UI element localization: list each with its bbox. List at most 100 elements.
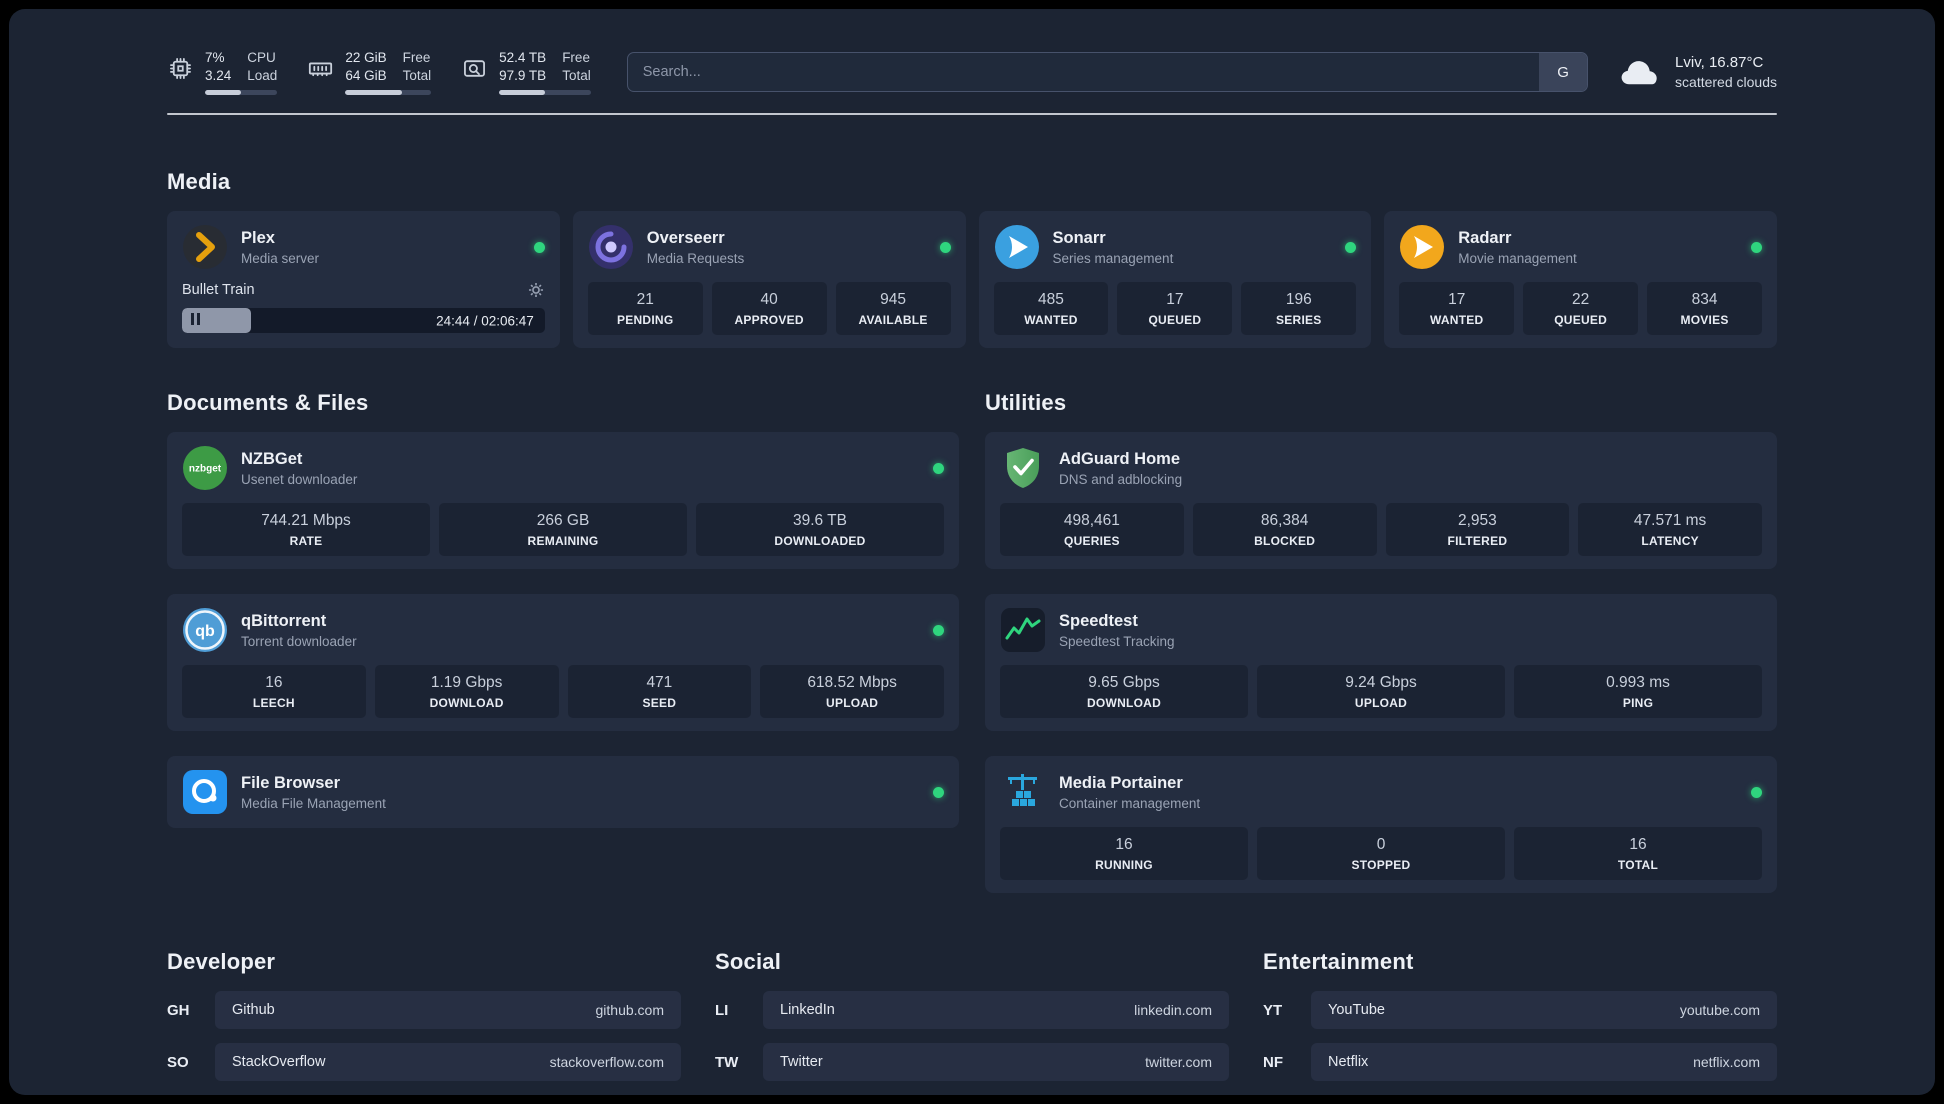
app-titles: NZBGet Usenet downloader [241,450,357,487]
bookmark-url: netflix.com [1693,1054,1760,1071]
app-subtitle: Media Requests [646,250,745,266]
stat-value: 16 [1629,836,1647,854]
app-card-qbittorrent[interactable]: qb qBittorrent Torrent downloader 16 LEE… [167,594,959,732]
search-engine-button[interactable]: G [1539,53,1588,92]
stat-value: 16 [1115,836,1133,854]
status-online-dot [533,241,545,253]
app-card-nzbget[interactable]: nzbget NZBGet Usenet downloader 744.21 M… [167,432,959,570]
bookmark-stackoverflow[interactable]: SO StackOverflow stackoverflow.com [167,1043,681,1082]
bookmark-twitter[interactable]: TW Twitter twitter.com [715,1043,1229,1082]
app-card-speedtest[interactable]: Speedtest Speedtest Tracking 9.65 Gbps D… [985,594,1777,732]
memory-readout: 22 GiB 64 GiB Free Total [345,49,432,96]
stat-latency: 47.571 ms LATENCY [1578,503,1762,557]
bookmark-pill[interactable]: LinkedIn linkedin.com [763,991,1229,1030]
app-titles: Media Portainer Container management [1059,774,1200,811]
nzbget-icon-text: nzbget [189,464,222,475]
app-name: Overseerr [646,228,725,247]
search-input[interactable] [627,53,1540,92]
app-subtitle: Media server [241,250,320,266]
app-titles: File Browser Media File Management [241,774,386,811]
stat-label: LEECH [252,696,295,711]
stat-label: MOVIES [1680,313,1729,328]
portainer-crane-icon [1000,769,1046,815]
stat-movies: 834 MOVIES [1647,282,1763,336]
bookmark-pill[interactable]: YouTube youtube.com [1311,991,1777,1030]
app-card-adguard[interactable]: AdGuard Home DNS and adblocking 498,461 … [985,432,1777,570]
bookmark-code: LI [715,1001,729,1019]
bookmark-code: NF [1263,1053,1283,1071]
stat-label: TOTAL [1617,858,1659,873]
app-card-overseerr[interactable]: Overseerr Media Requests 21 PENDING 40 A… [572,211,966,349]
app-subtitle: DNS and adblocking [1059,471,1183,487]
stat-value: 39.6 TB [792,512,847,530]
app-card-sonarr[interactable]: Sonarr Series management 485 WANTED 17 Q… [978,211,1372,349]
memory-total-value: 64 GiB [345,68,387,84]
bookmark-pill[interactable]: Netflix netflix.com [1311,1043,1777,1082]
bookmark-linkedin[interactable]: LI LinkedIn linkedin.com [715,991,1229,1030]
bookmark-netflix[interactable]: NF Netflix netflix.com [1263,1043,1777,1082]
dashboard: 7% 3.24 CPU Load [9,9,1935,1095]
bookmark-youtube[interactable]: YT YouTube youtube.com [1263,991,1777,1030]
memory-monitor: 22 GiB 64 GiB Free Total [307,49,432,96]
stat-value: 2,953 [1457,512,1497,530]
memory-free-value: 22 GiB [345,50,387,65]
status-online-dot [1751,241,1762,253]
section-title-entertainment: Entertainment [1263,949,1414,975]
section-title-documents: Documents & Files [167,390,369,416]
stat-pending: 21 PENDING [587,282,703,336]
stat-leech: 16 LEECH [182,665,366,719]
stat-value: 9.65 Gbps [1088,674,1160,692]
bookmark-url: github.com [595,1002,664,1019]
stat-value: 744.21 Mbps [261,512,351,530]
app-subtitle: Torrent downloader [241,633,357,649]
card-header: nzbget NZBGet Usenet downloader [182,445,944,491]
disk-free-label: Free [562,50,590,65]
stat-remaining: 266 GB REMAINING [439,503,687,557]
stats-row: 16 RUNNING 0 STOPPED 16 TOTAL [1000,827,1762,881]
cpu-readout: 7% 3.24 CPU Load [205,49,278,96]
app-titles: Overseerr Media Requests [647,229,745,266]
stat-value: 498,461 [1063,512,1120,530]
stat-value: 618.52 Mbps [807,674,897,692]
stat-value: 21 [636,291,654,309]
stat-label: SEED [642,696,677,711]
bookmark-github[interactable]: GH Github github.com [167,991,681,1030]
stat-value: 0.993 ms [1606,674,1670,692]
weather-text: Lviv, 16.87°C scattered clouds [1675,54,1777,90]
stat-value: 47.571 ms [1633,512,1707,530]
stat-value: 22 [1572,291,1590,309]
status-online-dot [933,786,944,798]
section-title-social: Social [715,949,782,975]
app-titles: Speedtest Speedtest Tracking [1059,612,1175,649]
adguard-shield-icon [1000,445,1046,491]
stat-stopped: 0 STOPPED [1257,827,1505,881]
bookmark-url: stackoverflow.com [549,1054,664,1071]
stats-row: 9.65 Gbps DOWNLOAD 9.24 Gbps UPLOAD 0.99… [1000,665,1762,719]
weather-condition: scattered clouds [1675,74,1777,91]
gear-icon[interactable] [527,281,545,299]
pause-icon[interactable] [191,312,203,330]
cpu-label: CPU [247,50,276,65]
status-online-dot [933,462,944,474]
bookmark-code: GH [167,1001,190,1019]
app-subtitle: Speedtest Tracking [1059,633,1175,649]
app-card-portainer[interactable]: Media Portainer Container management 16 … [985,756,1777,894]
section-title-media: Media [167,169,231,195]
disk-progress-bar [499,90,591,96]
bookmark-pill[interactable]: StackOverflow stackoverflow.com [215,1043,681,1082]
stat-label: BLOCKED [1254,534,1316,549]
stat-label: RUNNING [1095,858,1153,873]
bookmark-pill[interactable]: Github github.com [215,991,681,1030]
app-card-filebrowser[interactable]: File Browser Media File Management [167,756,959,829]
app-card-radarr[interactable]: Radarr Movie management 17 WANTED 22 QUE… [1384,211,1777,349]
stat-label: UPLOAD [1354,696,1408,711]
bookmark-pill[interactable]: Twitter twitter.com [763,1043,1229,1082]
playback-time: 24:44 / 02:06:47 [436,313,534,329]
stats-row: 744.21 Mbps RATE 266 GB REMAINING 39.6 T… [182,503,944,557]
stats-row: 21 PENDING 40 APPROVED 945 AVAILABLE [587,282,951,336]
app-card-plex[interactable]: Plex Media server Bullet Train [167,211,560,349]
playback-progress-bar[interactable]: 24:44 / 02:06:47 [182,308,545,334]
stat-value: 196 [1285,291,1312,309]
search-bar[interactable]: G [626,52,1589,93]
header-divider [167,113,1777,116]
